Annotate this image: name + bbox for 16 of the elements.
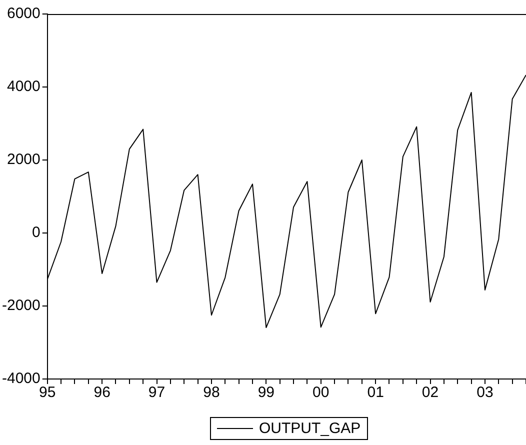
y-tick-label: 0 xyxy=(32,224,40,242)
x-tick-label: 98 xyxy=(203,384,220,402)
legend-label: OUTPUT_GAP xyxy=(259,420,361,437)
x-tick-label: 97 xyxy=(148,384,166,402)
x-tick-label: 99 xyxy=(258,384,275,402)
x-tick-label: 96 xyxy=(94,384,110,402)
y-tick-label: 4000 xyxy=(6,78,40,96)
x-tick-label: 01 xyxy=(367,384,384,402)
x-tick-label: 02 xyxy=(422,384,439,402)
x-tick-label: 95 xyxy=(39,384,56,402)
y-tick-label: 6000 xyxy=(6,5,40,22)
x-tick-label: 00 xyxy=(312,384,330,402)
y-tick-label: 2000 xyxy=(6,151,40,168)
x-tick-label: 03 xyxy=(476,384,494,402)
y-tick-label: -2000 xyxy=(2,297,40,314)
y-tick-label: -4000 xyxy=(2,370,40,388)
